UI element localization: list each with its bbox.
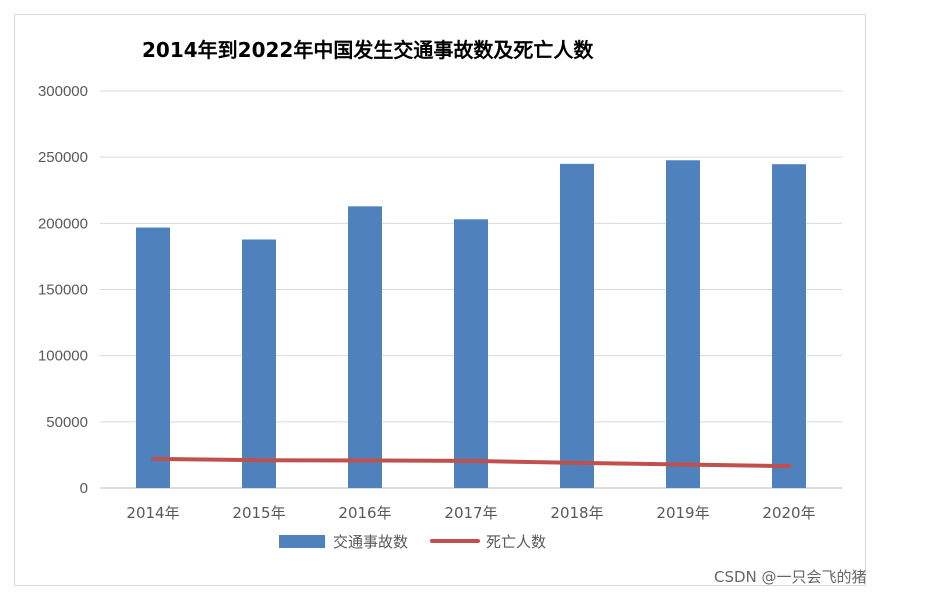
legend-label-line: 死亡人数	[486, 533, 546, 551]
bar	[242, 239, 276, 488]
bar	[666, 160, 700, 488]
line-path	[151, 456, 791, 469]
legend-swatch-bar	[279, 535, 325, 548]
bar	[348, 206, 382, 488]
x-tick-label: 2018年	[550, 504, 603, 522]
x-tick-label: 2015年	[232, 504, 285, 522]
watermark: CSDN @一只会飞的猪	[714, 568, 867, 586]
y-tick-label: 50000	[46, 414, 88, 431]
y-tick-label: 200000	[38, 215, 88, 232]
x-tick-label: 2019年	[656, 504, 709, 522]
y-tick-label: 300000	[38, 83, 88, 100]
x-tick-label: 2016年	[338, 504, 391, 522]
x-tick-label: 2020年	[762, 504, 815, 522]
y-tick-label: 250000	[38, 149, 88, 166]
bar	[560, 163, 594, 488]
line-series	[151, 456, 791, 469]
y-tick-label: 150000	[38, 282, 88, 299]
x-axis-ticks: 2014年 2015年 2016年 2017年 2018年 2019年 2020年	[126, 504, 815, 522]
y-axis-ticks: 0 50000 100000 150000 200000 250000 300000	[38, 83, 88, 497]
x-tick-label: 2014年	[126, 504, 179, 522]
x-tick-label: 2017年	[444, 504, 497, 522]
bar-series	[136, 160, 806, 489]
legend: 交通事故数 死亡人数	[279, 533, 546, 551]
bar	[772, 164, 806, 489]
y-tick-label: 0	[80, 480, 88, 497]
bar	[136, 227, 170, 488]
y-tick-label: 100000	[38, 348, 88, 365]
bar	[454, 219, 488, 488]
chart-title: 2014年到2022年中国发生交通事故数及死亡人数	[142, 38, 594, 62]
legend-label-bar: 交通事故数	[333, 533, 408, 551]
